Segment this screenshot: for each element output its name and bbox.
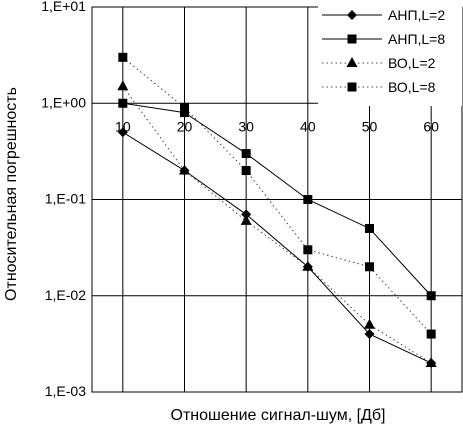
legend: АНП,L=2 АНП,L=8 ВО,L=2 ВО,L=8 <box>318 0 462 106</box>
data-point <box>426 291 436 301</box>
x-tick-label: 60 <box>423 118 439 134</box>
legend-marker <box>346 57 358 67</box>
y-tick-label: 1,E-01 <box>45 191 86 207</box>
x-tick-label: 30 <box>238 118 254 134</box>
data-point <box>180 103 189 113</box>
y-axis-label: Относительная погрешность <box>3 87 20 301</box>
data-point <box>426 329 436 339</box>
data-point <box>365 223 374 233</box>
data-point <box>118 98 128 108</box>
data-point <box>117 80 129 91</box>
data-point <box>180 108 189 118</box>
legend-label: АНП,L=2 <box>388 7 445 23</box>
data-point <box>118 52 128 62</box>
y-tick-label: 1,E+01 <box>41 0 86 14</box>
data-point <box>241 149 251 159</box>
series-line <box>122 86 432 364</box>
x-tick-labels: 10 20 30 40 50 60 <box>115 118 439 134</box>
data-point <box>364 329 375 340</box>
series-line <box>122 131 432 364</box>
series-4 <box>118 52 436 339</box>
series-2 <box>118 98 436 301</box>
data-point <box>117 127 128 138</box>
data-point <box>240 214 252 225</box>
legend-marker <box>347 82 357 92</box>
data-point <box>303 245 313 255</box>
legend-label: ВО,L=8 <box>388 79 436 95</box>
y-tick-labels: 1,E+01 1,E+00 1,E-01 1,E-02 1,E-03 <box>41 0 86 399</box>
x-tick-label: 40 <box>300 118 316 134</box>
y-tick-label: 1,E-02 <box>45 287 86 303</box>
data-point <box>302 260 314 271</box>
legend-marker <box>347 34 357 44</box>
y-tick-label: 1,E+00 <box>41 94 86 110</box>
legend-label: ВО,L=2 <box>388 55 436 71</box>
data-point <box>365 262 374 272</box>
data-point <box>241 209 252 220</box>
series-3 <box>117 80 437 368</box>
x-tick-label: 20 <box>177 118 193 134</box>
data-point <box>364 318 375 329</box>
x-tick-label: 10 <box>115 118 131 134</box>
y-tick-label: 1,E-03 <box>45 383 86 399</box>
series-group <box>117 52 437 369</box>
legend-marker <box>347 10 357 20</box>
data-point <box>179 164 190 175</box>
data-point <box>303 195 313 204</box>
legend-label: АНП,L=8 <box>388 31 445 47</box>
data-point <box>425 357 437 368</box>
x-tick-label: 50 <box>362 118 378 134</box>
legend-box <box>318 0 462 106</box>
series-line <box>122 56 432 335</box>
x-axis-label: Отношение сигнал-шум, [Дб] <box>171 407 386 424</box>
series-1 <box>117 127 437 369</box>
data-point <box>241 166 251 176</box>
series-line <box>122 102 432 297</box>
